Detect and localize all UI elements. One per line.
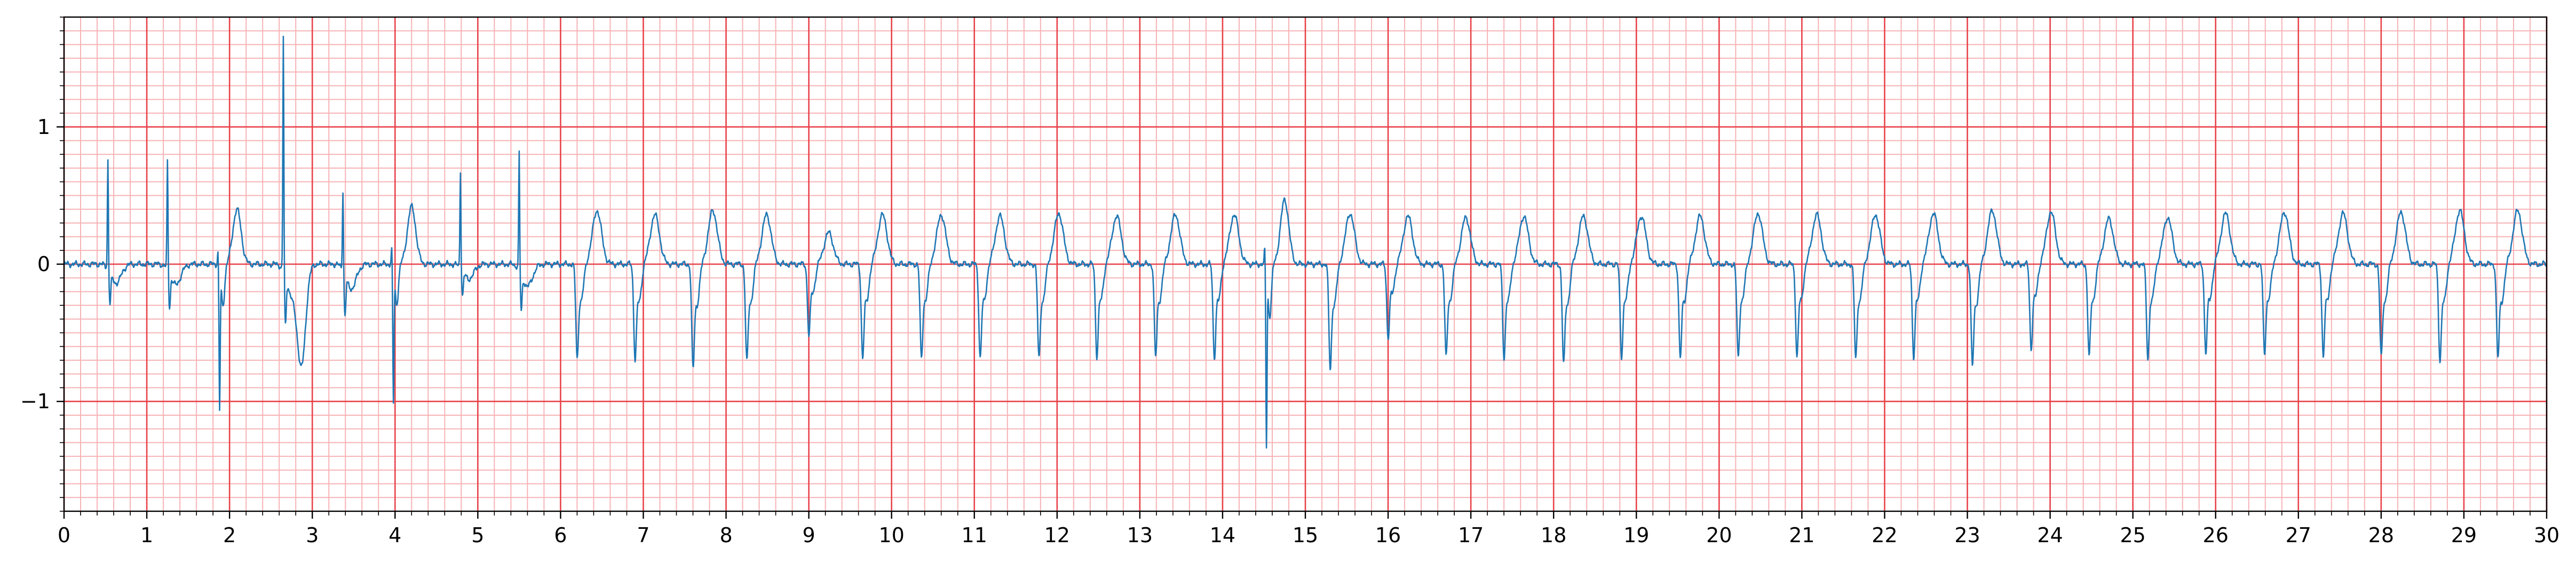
x-tick-label: 29	[2451, 524, 2477, 547]
x-tick-label: 20	[1706, 524, 1732, 547]
x-tick-label: 9	[803, 524, 815, 547]
x-tick-label: 25	[2120, 524, 2145, 547]
y-axis-ticks: −1 0 1	[20, 17, 64, 512]
y-tick-label: 0	[37, 252, 50, 276]
x-tick-label: 2	[223, 524, 236, 547]
x-tick-label: 4	[389, 524, 401, 547]
y-tick-label: 1	[37, 115, 50, 139]
x-tick-label: 11	[962, 524, 987, 547]
x-tick-label: 18	[1541, 524, 1566, 547]
x-axis-ticks: 0 1 2 3 4 5 6 7 8 9 10 11 12 13 14 15 16 17 18 19 20 21 22 23 24…	[58, 511, 2559, 547]
x-tick-label: 30	[2534, 524, 2559, 547]
x-tick-label: 3	[306, 524, 319, 547]
x-tick-label: 28	[2368, 524, 2394, 547]
x-tick-label: 16	[1375, 524, 1401, 547]
x-tick-label: 1	[140, 524, 153, 547]
x-tick-label: 6	[554, 524, 567, 547]
x-tick-label: 10	[878, 524, 904, 547]
trace-layer	[63, 35, 2547, 449]
x-tick-label: 24	[2037, 524, 2063, 547]
x-tick-label: 23	[1954, 524, 1980, 547]
x-tick-label: 7	[637, 524, 649, 547]
x-tick-label: 22	[1872, 524, 1897, 547]
x-tick-label: 8	[719, 524, 732, 547]
x-tick-label: 14	[1210, 524, 1235, 547]
x-tick-label: 15	[1293, 524, 1318, 547]
x-tick-label: 21	[1789, 524, 1814, 547]
ecg-trace	[63, 35, 2547, 449]
x-tick-label: 5	[471, 524, 484, 547]
x-tick-label: 19	[1623, 524, 1649, 547]
x-tick-label: 12	[1044, 524, 1070, 547]
x-tick-label: 17	[1458, 524, 1484, 547]
x-tick-label: 27	[2286, 524, 2311, 547]
x-tick-label: 13	[1127, 524, 1153, 547]
x-tick-label: 0	[58, 524, 70, 547]
y-tick-label: −1	[20, 390, 50, 413]
x-tick-label: 26	[2203, 524, 2229, 547]
